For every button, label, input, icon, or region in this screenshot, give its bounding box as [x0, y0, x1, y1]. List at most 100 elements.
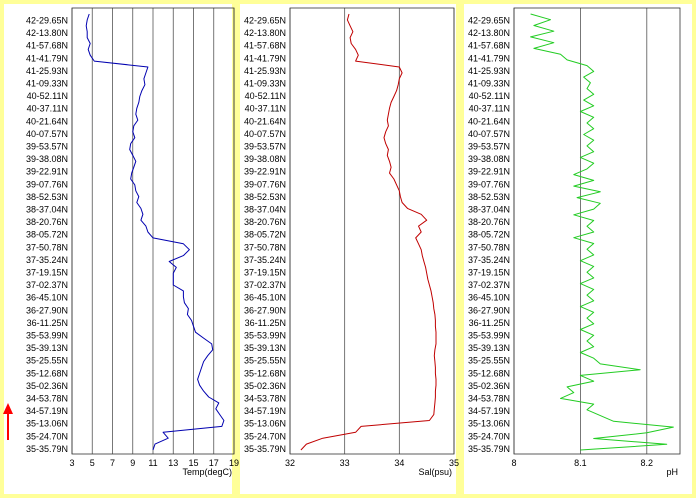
lat-tick-label: 39-38.08N: [26, 154, 68, 164]
x-tick-label-temperature: 13: [168, 458, 178, 468]
lat-tick-label: 41-25.93N: [244, 66, 286, 76]
lat-tick-label: 41-09.33N: [468, 79, 510, 89]
lat-tick-label: 36-45.10N: [244, 293, 286, 303]
lat-tick-label: 34-57.19N: [244, 406, 286, 416]
lat-tick-label: 35-35.79N: [244, 444, 286, 454]
lat-tick-label: 37-19.15N: [244, 268, 286, 278]
lat-tick-label: 35-12.68N: [244, 368, 286, 378]
lat-tick-label: 37-19.15N: [26, 268, 68, 278]
lat-tick-label: 38-52.53N: [244, 192, 286, 202]
x-axis-title-temperature: Temp(degC): [182, 467, 232, 477]
series-line-temperature: [85, 13, 225, 451]
lat-tick-label: 38-37.04N: [244, 205, 286, 215]
lat-tick-label: 42-13.80N: [26, 28, 68, 38]
lat-tick-label: 40-37.11N: [469, 104, 510, 114]
lat-tick-label: 35-25.55N: [468, 356, 510, 366]
lat-tick-label: 37-35.24N: [468, 255, 510, 265]
lat-tick-label: 40-07.57N: [26, 129, 68, 139]
lat-tick-label: 36-11.25N: [245, 318, 286, 328]
lat-tick-label: 35-25.55N: [244, 356, 286, 366]
lat-tick-label: 34-53.78N: [468, 394, 510, 404]
lat-tick-label: 37-50.78N: [468, 242, 510, 252]
lat-tick-label: 35-02.36N: [468, 381, 510, 391]
lat-tick-label: 40-21.64N: [244, 116, 286, 126]
lat-tick-label: 41-41.79N: [26, 53, 68, 63]
x-tick-label-salinity: 34: [394, 458, 404, 468]
lat-tick-label: 35-12.68N: [26, 368, 68, 378]
lat-tick-label: 39-53.57N: [26, 142, 68, 152]
panel-temperature: 42-29.65N 42-13.80N 41-57.68N 41-41.79N 41-2…: [4, 4, 239, 494]
lat-tick-label: 38-20.76N: [244, 217, 286, 227]
lat-tick-label: 37-02.37N: [244, 280, 286, 290]
x-tick-label-pH: 8: [511, 458, 516, 468]
lat-tick-label: 40-52.11N: [245, 91, 286, 101]
lat-tick-label: 35-39.13N: [26, 343, 68, 353]
chart-panels: 42-29.65N 42-13.80N 41-57.68N 41-41.79N 41-2…: [4, 4, 692, 494]
lat-tick-label: 34-53.78N: [244, 394, 286, 404]
panel-temperature-area: [4, 4, 232, 494]
lat-tick-label: 40-52.11N: [469, 91, 510, 101]
lat-tick-label: 35-24.70N: [26, 431, 68, 441]
lat-tick-label: 38-20.76N: [468, 217, 510, 227]
x-tick-label-temperature: 19: [229, 458, 239, 468]
lat-tick-label: 35-53.99N: [468, 331, 510, 341]
x-tick-label-temperature: 17: [209, 458, 219, 468]
lat-tick-label: 40-21.64N: [26, 116, 68, 126]
lat-tick-label: 41-09.33N: [26, 79, 68, 89]
lat-tick-label: 39-38.08N: [468, 154, 510, 164]
x-tick-label-temperature: 11: [148, 458, 157, 468]
panel-salinity-area: [240, 4, 456, 494]
lat-tick-label: 40-37.11N: [27, 104, 68, 114]
lat-tick-label: 37-35.24N: [244, 255, 286, 265]
x-tick-label-pH: 8.2: [641, 458, 654, 468]
lat-tick-label: 38-37.04N: [468, 205, 510, 215]
lat-tick-label: 35-12.68N: [468, 368, 510, 378]
lat-tick-label: 36-45.10N: [26, 293, 68, 303]
lat-tick-label: 35-24.70N: [468, 431, 510, 441]
lat-tick-label: 41-41.79N: [468, 53, 510, 63]
lat-tick-label: 37-02.37N: [26, 280, 68, 290]
x-tick-label-temperature: 15: [188, 458, 198, 468]
lat-tick-label: 36-11.25N: [469, 318, 510, 328]
lat-tick-label: 35-53.99N: [26, 331, 68, 341]
x-tick-label-temperature: 7: [110, 458, 115, 468]
lat-tick-label: 41-57.68N: [468, 41, 510, 51]
lat-tick-label: 38-52.53N: [468, 192, 510, 202]
lat-tick-label: 37-19.15N: [468, 268, 510, 278]
lat-tick-label: 42-29.65N: [26, 16, 68, 26]
x-tick-label-salinity: 33: [340, 458, 350, 468]
plot-frame-temperature: [71, 7, 235, 455]
lat-tick-label: 38-52.53N: [26, 192, 68, 202]
lat-tick-label: 37-50.78N: [26, 242, 68, 252]
series-line-pH: [530, 13, 674, 451]
lat-tick-label: 38-05.72N: [26, 230, 68, 240]
lat-tick-label: 35-13.06N: [244, 419, 286, 429]
lat-tick-label: 39-22.91N: [26, 167, 68, 177]
x-tick-label-temperature: 5: [90, 458, 95, 468]
lat-tick-label: 35-13.06N: [468, 419, 510, 429]
lat-tick-label: 35-02.36N: [244, 381, 286, 391]
lat-tick-label: 40-07.57N: [244, 129, 286, 139]
lat-tick-label: 39-53.57N: [468, 142, 510, 152]
lat-tick-label: 36-27.90N: [468, 305, 510, 315]
lat-tick-label: 38-20.76N: [26, 217, 68, 227]
x-tick-label-temperature: 9: [130, 458, 135, 468]
lat-tick-label: 41-57.68N: [244, 41, 286, 51]
lat-tick-label: 35-39.13N: [244, 343, 286, 353]
lat-tick-label: 35-35.79N: [26, 444, 68, 454]
lat-tick-label: 34-53.78N: [26, 394, 68, 404]
lat-tick-label: 39-53.57N: [244, 142, 286, 152]
lat-tick-label: 36-27.90N: [26, 305, 68, 315]
lat-tick-label: 35-53.99N: [244, 331, 286, 341]
panel-pH: 42-29.65N 42-13.80N 41-57.68N 41-41.79N 41-2…: [464, 4, 692, 494]
lat-tick-label: 35-24.70N: [244, 431, 286, 441]
direction-arrow-icon: [3, 403, 13, 440]
x-tick-label-pH: 8.1: [574, 458, 587, 468]
lat-tick-label: 36-27.90N: [244, 305, 286, 315]
lat-tick-label: 37-02.37N: [468, 280, 510, 290]
lat-tick-label: 40-07.57N: [468, 129, 510, 139]
lat-tick-label: 35-35.79N: [468, 444, 510, 454]
lat-tick-label: 40-21.64N: [468, 116, 510, 126]
